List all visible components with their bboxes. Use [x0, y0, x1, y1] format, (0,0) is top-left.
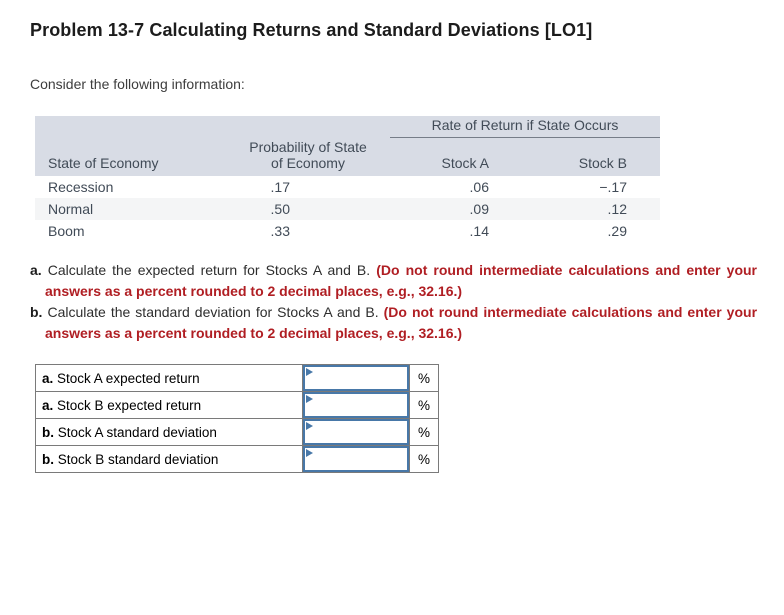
answer-input-cell	[302, 391, 410, 419]
stock-a-expected-return-input[interactable]	[305, 367, 407, 389]
answer-marker-icon	[306, 368, 313, 376]
stock-b-cell: .29	[607, 223, 627, 239]
col-header-stock-b: Stock B	[505, 137, 660, 176]
answer-label: a. Stock B expected return	[35, 391, 303, 419]
state-cell: Boom	[48, 223, 85, 239]
instruction-b-emphasis: (Do not round intermediate calculations …	[45, 304, 758, 341]
info-table-header-row: State of Economy Probability of State of …	[35, 137, 660, 176]
answer-marker-icon	[306, 449, 313, 457]
probability-cell: .33	[270, 223, 290, 239]
answer-label: a. Stock A expected return	[35, 364, 303, 392]
col-header-stock-a: Stock A	[390, 137, 505, 176]
percent-unit: %	[409, 364, 439, 392]
stock-a-cell: .14	[469, 223, 489, 239]
table-row-recession: Recession .17 .06 −.17	[35, 176, 660, 198]
answer-row-stock-b-expected-return: a. Stock B expected return %	[35, 391, 439, 419]
answer-row-stock-a-expected-return: a. Stock A expected return %	[35, 364, 439, 392]
instruction-a-label: a.	[30, 262, 42, 278]
stock-a-cell: .09	[469, 201, 489, 217]
answer-label-text: Stock B expected return	[57, 397, 202, 413]
info-table: Rate of Return if State Occurs State of …	[35, 116, 660, 242]
probability-header-line1: Probability of State	[249, 139, 367, 155]
answer-box	[303, 446, 409, 472]
problem-page: Problem 13-7 Calculating Returns and Sta…	[30, 20, 757, 473]
table-row-boom: Boom .33 .14 .29	[35, 220, 660, 242]
instruction-a-emphasis: (Do not round intermediate calculations …	[45, 262, 757, 299]
rate-of-return-span-header: Rate of Return if State Occurs	[390, 116, 660, 138]
instruction-a: a. Calculate the expected return for Sto…	[30, 260, 757, 302]
answer-input-cell	[302, 445, 410, 473]
answer-label-text: Stock B standard deviation	[57, 451, 219, 467]
answer-box	[303, 392, 409, 418]
answer-row-stock-a-standard-deviation: b. Stock A standard deviation %	[35, 418, 439, 446]
answer-row-stock-b-standard-deviation: b. Stock B standard deviation %	[35, 445, 439, 473]
answer-input-cell	[302, 364, 410, 392]
answer-box	[303, 419, 409, 445]
answer-label-prefix: a.	[42, 397, 54, 413]
probability-header-line2: of Economy	[271, 155, 345, 171]
info-table-span-header-row: Rate of Return if State Occurs	[35, 116, 660, 138]
answer-label-prefix: a.	[42, 370, 54, 386]
answer-label: b. Stock A standard deviation	[35, 418, 303, 446]
instruction-b: b. Calculate the standard deviation for …	[30, 302, 757, 344]
page-title: Problem 13-7 Calculating Returns and Sta…	[30, 20, 593, 40]
blank-header-cell	[205, 116, 390, 138]
state-cell: Normal	[48, 201, 94, 217]
stock-b-cell: −.17	[599, 179, 627, 195]
intro-text: Consider the following information:	[30, 76, 245, 92]
answer-table: a. Stock A expected return % a. Stock B …	[35, 364, 439, 473]
answer-label-prefix: b.	[42, 424, 54, 440]
answer-box	[303, 365, 409, 391]
probability-cell: .50	[270, 201, 290, 217]
instructions: a. Calculate the expected return for Sto…	[30, 260, 757, 344]
state-cell: Recession	[48, 179, 114, 195]
answer-label-text: Stock A expected return	[57, 370, 200, 386]
answer-label-prefix: b.	[42, 451, 54, 467]
stock-b-cell: .12	[607, 201, 627, 217]
stock-a-standard-deviation-input[interactable]	[305, 421, 407, 443]
probability-cell: .17	[270, 179, 290, 195]
stock-b-expected-return-input[interactable]	[305, 394, 407, 416]
instruction-b-label: b.	[30, 304, 43, 320]
percent-unit: %	[409, 391, 439, 419]
answer-label: b. Stock B standard deviation	[35, 445, 303, 473]
instruction-b-text: Calculate the standard deviation for Sto…	[47, 304, 379, 320]
table-row-normal: Normal .50 .09 .12	[35, 198, 660, 220]
answer-marker-icon	[306, 422, 313, 430]
instruction-a-text: Calculate the expected return for Stocks…	[47, 262, 371, 278]
answer-label-text: Stock A standard deviation	[57, 424, 217, 440]
col-header-state-of-economy: State of Economy	[35, 137, 205, 176]
answer-marker-icon	[306, 395, 313, 403]
percent-unit: %	[409, 418, 439, 446]
col-header-probability: Probability of State of Economy	[205, 137, 390, 176]
blank-header-cell	[35, 116, 205, 138]
answer-input-cell	[302, 418, 410, 446]
stock-b-standard-deviation-input[interactable]	[305, 448, 407, 470]
stock-a-cell: .06	[469, 179, 489, 195]
percent-unit: %	[409, 445, 439, 473]
